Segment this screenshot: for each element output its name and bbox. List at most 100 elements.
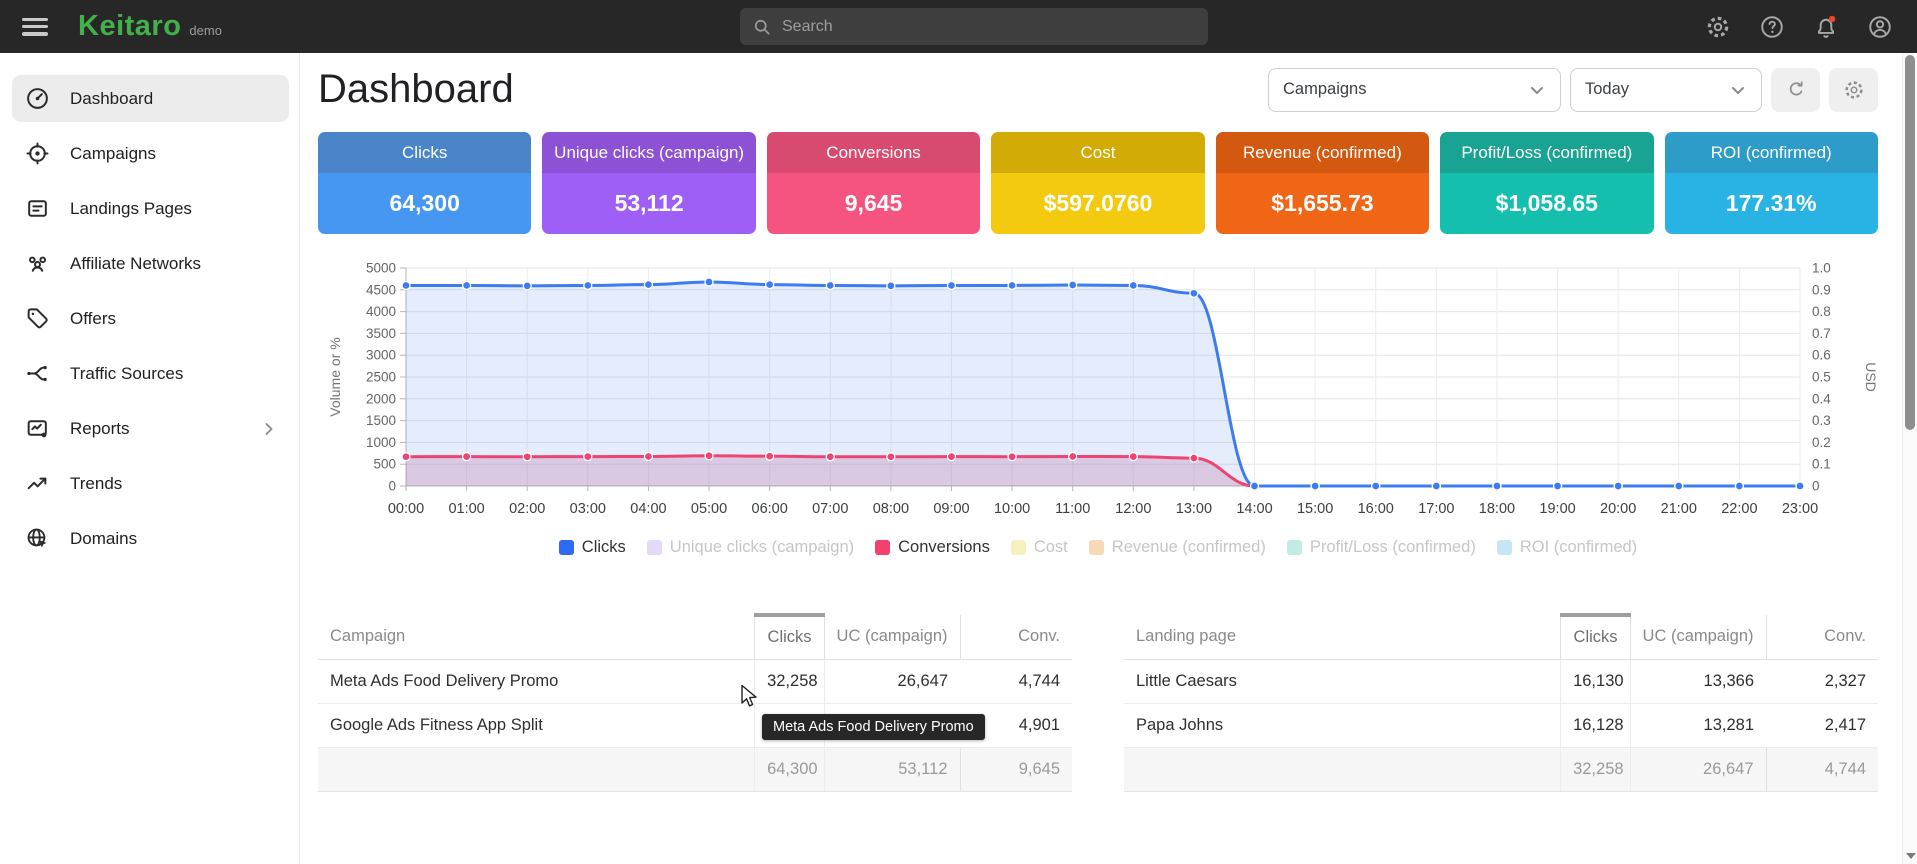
metrics-chart[interactable]: 0 0 500 0.1 1000 0.2 1500 0.3 2000 0.4 2500 0.5 3000… [318,254,1878,522]
clicks-value: 16,130 [1560,659,1631,704]
clicks-total: 32,258 [1560,747,1631,792]
metric-card-clicks[interactable]: Clicks 64,300 [318,132,532,234]
legend-item-cost[interactable]: Cost [1010,538,1068,557]
column-header-clicks[interactable]: Clicks [754,613,825,660]
campaign-name[interactable]: Meta Ads Food Delivery Promo [318,659,755,704]
scrollbar-thumb[interactable] [1905,55,1915,430]
metric-card-cost[interactable]: Cost $597.0760 [991,132,1205,234]
clicks-value: 16,128 [1560,703,1631,748]
global-search[interactable] [740,8,1208,45]
settings-button[interactable] [1703,12,1733,42]
sidebar-item-offers[interactable]: Offers [12,295,289,342]
sidebar-item-dashboard[interactable]: Dashboard [12,75,289,122]
refresh-button[interactable] [1771,67,1820,112]
date-range-select[interactable]: Today [1570,67,1762,112]
column-header-conv[interactable]: Conv. [959,615,1072,660]
table-row[interactable]: Papa Johns 16,128 13,281 2,417 [1124,703,1878,748]
column-header-clicks[interactable]: Clicks [1560,613,1631,660]
metric-value: 53,112 [542,173,756,234]
sidebar-item-traffic-sources[interactable]: Traffic Sources [12,350,289,397]
legend-item-conversions[interactable]: Conversions [875,538,990,557]
scroll-down-arrow-icon[interactable] [1906,853,1916,859]
legend-label: Profit/Loss (confirmed) [1309,538,1476,556]
entity-filter-value: Campaigns [1283,80,1367,98]
sidebar-item-campaigns[interactable]: Campaigns [12,130,289,177]
sidebar-item-label: Trends [70,473,123,493]
metric-value: $1,655.73 [1215,173,1430,234]
metric-card-roi[interactable]: ROI (confirmed) 177.31% [1664,132,1878,234]
column-header-campaign[interactable]: Campaign [318,615,755,660]
mouse-cursor [741,684,757,707]
svg-text:500: 500 [373,457,396,472]
column-header-conv[interactable]: Conv. [1765,615,1878,660]
campaign-name[interactable]: Google Ads Fitness App Split [318,703,755,748]
svg-text:11:00: 11:00 [1055,501,1090,517]
entity-filter-select[interactable]: Campaigns [1268,67,1561,112]
sidebar-item-trends[interactable]: Trends [12,460,289,507]
column-header-uc[interactable]: UC (campaign) [824,615,960,660]
svg-text:0.7: 0.7 [1812,326,1831,341]
svg-text:3000: 3000 [366,348,396,363]
svg-text:13:00: 13:00 [1176,501,1212,517]
metric-cards: Clicks 64,300 Unique clicks (campaign) 5… [318,132,1878,234]
svg-text:2000: 2000 [366,391,396,406]
vertical-scrollbar[interactable] [1902,53,1917,864]
legend-item-clicks[interactable]: Clicks [558,538,626,557]
legend-item-roi-confirmed[interactable]: ROI (confirmed) [1496,538,1637,557]
help-button[interactable] [1757,12,1787,42]
svg-text:3500: 3500 [366,326,396,341]
sidebar-item-landings-pages[interactable]: Landings Pages [12,185,289,232]
sidebar-item-domains[interactable]: Domains [12,515,289,562]
metric-card-revenue[interactable]: Revenue (confirmed) $1,655.73 [1215,132,1430,234]
menu-toggle-icon[interactable] [22,16,52,38]
legend-label: Revenue (confirmed) [1111,538,1266,556]
svg-text:0.3: 0.3 [1812,413,1831,428]
svg-text:0.1: 0.1 [1812,457,1831,472]
metric-card-unique-clicks[interactable]: Unique clicks (campaign) 53,112 [542,132,756,234]
dashboard-settings-button[interactable] [1829,67,1878,112]
chevron-down-icon [1528,81,1546,99]
conv-total: 9,645 [959,747,1072,792]
header-controls: Campaigns Today [1268,67,1878,112]
landing-name[interactable]: Papa Johns [1124,703,1561,748]
legend-swatch [646,540,662,555]
metric-label: Profit/Loss (confirmed) [1440,132,1654,173]
sidebar-item-affiliate-networks[interactable]: Affiliate Networks [12,240,289,287]
sidebar-item-label: Landings Pages [70,198,192,218]
svg-text:0.5: 0.5 [1812,370,1831,385]
totals-row: 64,300 53,112 9,645 [318,747,1072,792]
account-button[interactable] [1865,12,1895,42]
totals-row: 32,258 26,647 4,744 [1124,747,1878,792]
search-input[interactable] [782,17,1196,36]
svg-text:1.0: 1.0 [1812,261,1831,276]
legend-label: Clicks [581,538,626,556]
metric-card-conversions[interactable]: Conversions 9,645 [766,132,981,234]
notifications-button[interactable] [1811,12,1841,42]
legend-swatch [1010,540,1026,555]
svg-text:1000: 1000 [366,435,396,450]
trends-icon [24,471,50,497]
column-header-landing-page[interactable]: Landing page [1124,615,1561,660]
sidebar-item-reports[interactable]: Reports [12,405,289,452]
landing-pages-table: Landing page Clicks UC (campaign) Conv. … [1124,613,1878,792]
legend-item-unique-clicks-campaign[interactable]: Unique clicks (campaign) [646,538,854,557]
table-row[interactable]: Little Caesars 16,130 13,366 2,327 [1124,659,1878,704]
svg-text:03:00: 03:00 [570,501,606,517]
table-row[interactable]: Meta Ads Food Delivery Promo 32,258 26,6… [318,659,1072,704]
legend-item-revenue-confirmed[interactable]: Revenue (confirmed) [1088,538,1266,557]
landing-name[interactable]: Little Caesars [1124,659,1561,704]
column-header-uc[interactable]: UC (campaign) [1630,615,1766,660]
conv-value: 2,327 [1766,659,1878,704]
metric-card-profit-loss[interactable]: Profit/Loss (confirmed) $1,058.65 [1440,132,1654,234]
svg-text:23:00: 23:00 [1782,501,1818,517]
legend-item-profit-loss-confirmed[interactable]: Profit/Loss (confirmed) [1286,538,1476,557]
sidebar-item-label: Offers [70,308,116,328]
app-logo[interactable]: Keitaro demo [78,10,222,43]
svg-text:02:00: 02:00 [509,501,545,517]
svg-text:5000: 5000 [366,261,396,276]
date-range-value: Today [1585,80,1630,98]
legend-swatch [1496,540,1512,555]
svg-text:10:00: 10:00 [994,501,1030,517]
legend-swatch [1088,540,1104,555]
chevron-down-icon [1729,81,1747,99]
